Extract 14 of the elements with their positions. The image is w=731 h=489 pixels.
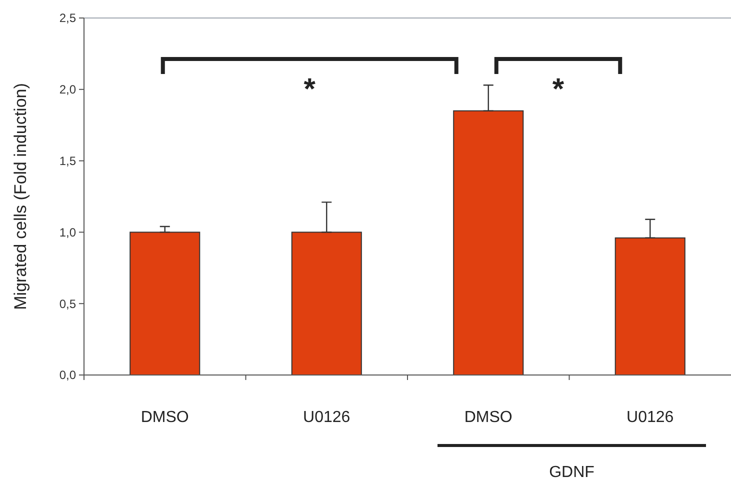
y-tick-label: 2,5: [59, 11, 76, 26]
y-tick-label: 1,0: [59, 225, 76, 240]
y-axis-title: Migrated cells (Fold induction): [11, 83, 30, 310]
x-tick-label: DMSO: [464, 409, 512, 426]
text: GDNF: [549, 464, 595, 481]
y-tick-label: 0,0: [59, 368, 76, 382]
annotation: *: [552, 73, 564, 106]
x-tick-label: U0126: [303, 409, 350, 426]
y-tick-label: 0,5: [59, 296, 76, 311]
x-tick-label: U0126: [626, 409, 674, 426]
x-tick-label: DMSO: [140, 409, 189, 426]
annotation: *: [304, 73, 316, 106]
y-tick-label: 1,5: [59, 154, 76, 168]
y-tick-label: 2,0: [59, 82, 76, 97]
